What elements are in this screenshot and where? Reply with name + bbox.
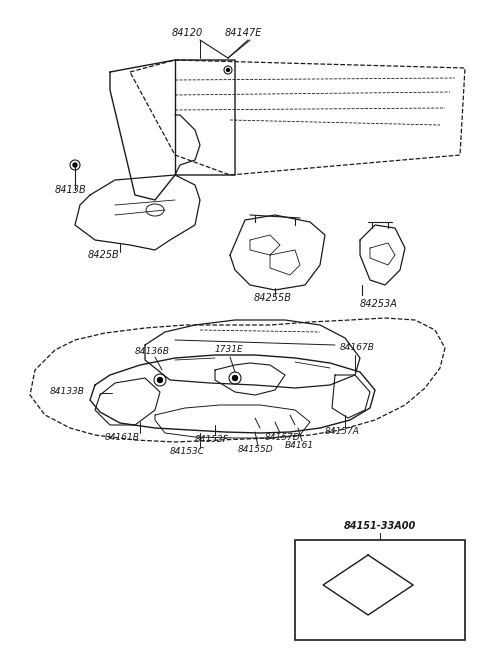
Text: 84157D: 84157D [265, 434, 300, 443]
Circle shape [227, 68, 229, 72]
Text: 84167B: 84167B [340, 344, 375, 353]
Circle shape [232, 376, 238, 380]
Text: 8413B: 8413B [55, 185, 87, 195]
Text: 600x500x1.8: 600x500x1.8 [348, 623, 412, 633]
Text: 84155D: 84155D [238, 445, 274, 455]
Circle shape [157, 378, 163, 382]
Text: 84151-33A00: 84151-33A00 [344, 521, 416, 531]
Text: 84152F: 84152F [195, 436, 229, 445]
Text: 1731E: 1731E [215, 346, 244, 355]
Text: 84161B: 84161B [105, 434, 140, 443]
Text: 84147E: 84147E [225, 28, 263, 38]
Text: 84120: 84120 [172, 28, 203, 38]
Bar [295, 540, 465, 640]
Text: 84133B: 84133B [50, 388, 85, 397]
Circle shape [73, 163, 77, 167]
Text: 84157A: 84157A [325, 428, 360, 436]
Text: 84253A: 84253A [360, 299, 398, 309]
Text: 84255B: 84255B [254, 293, 292, 303]
Text: 84136B: 84136B [135, 348, 170, 357]
Text: 84153C: 84153C [170, 447, 205, 457]
Text: B4161: B4161 [285, 440, 314, 449]
Text: 8425B: 8425B [88, 250, 120, 260]
